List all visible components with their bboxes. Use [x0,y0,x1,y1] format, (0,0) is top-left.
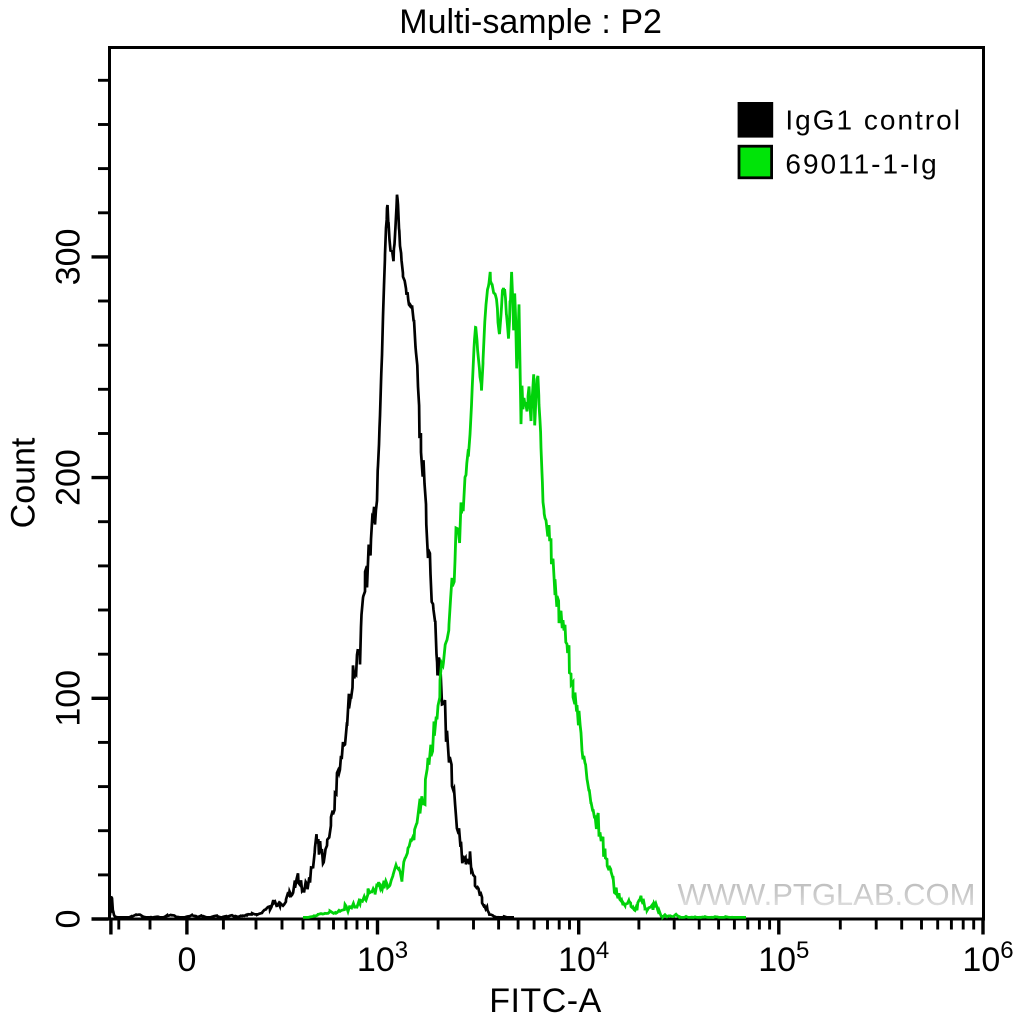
svg-text:WWW.PTGLAB.COM: WWW.PTGLAB.COM [678,877,976,912]
svg-text:200: 200 [50,449,88,506]
svg-text:0: 0 [50,910,88,929]
svg-text:IgG1 control: IgG1 control [785,104,962,135]
svg-text:Multi-sample : P2: Multi-sample : P2 [399,3,662,41]
svg-text:0: 0 [177,941,196,979]
svg-text:69011-1-Ig: 69011-1-Ig [785,149,938,180]
svg-text:FITC-A: FITC-A [489,982,602,1020]
svg-text:100: 100 [50,670,88,727]
svg-text:105: 105 [758,937,809,979]
svg-text:Count: Count [5,437,43,528]
svg-text:300: 300 [50,229,88,286]
